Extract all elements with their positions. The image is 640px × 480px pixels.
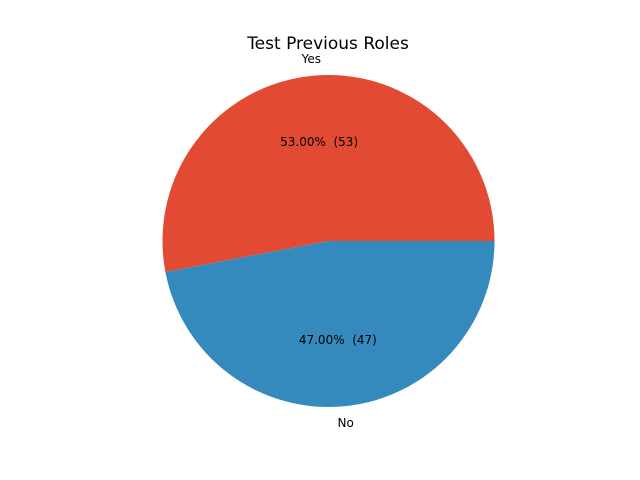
chart-title: Test Previous Roles [246,34,409,54]
pie-slices [162,74,495,407]
pie-slice-yes [162,74,495,273]
pie-labels: Yes 53.00% (53) No 47.00% (47) [280,52,377,430]
percent-label-no: 47.00% (47) [299,333,377,347]
percent-label-yes: 53.00% (53) [280,135,358,149]
pie-slice-no [165,241,495,407]
category-label-no: No [338,416,354,430]
category-label-yes: Yes [301,52,321,66]
